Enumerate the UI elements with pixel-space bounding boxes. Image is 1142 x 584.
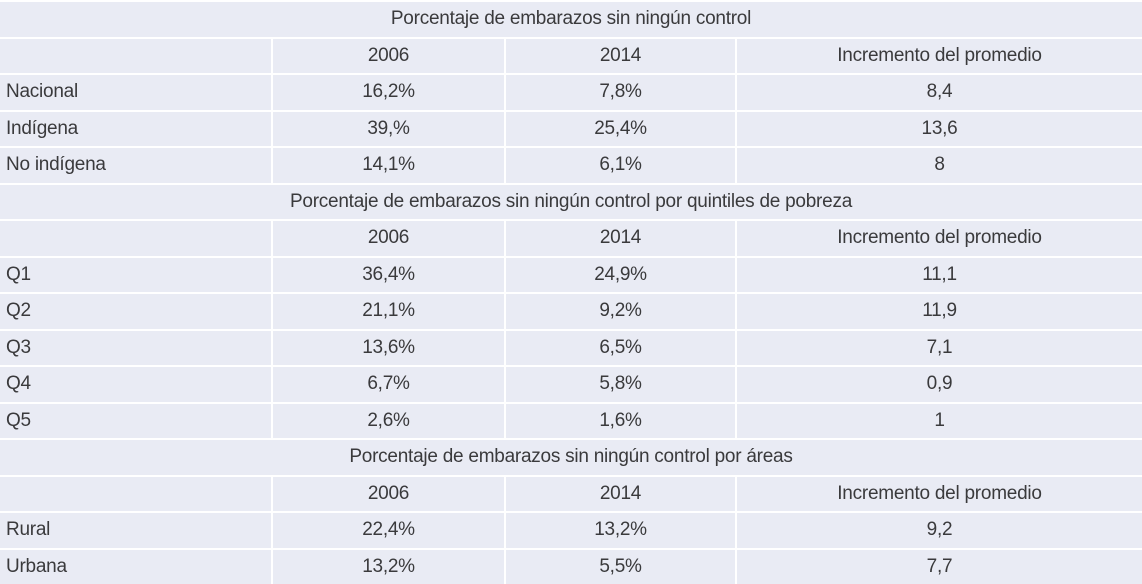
value-cell: 7,7 <box>735 547 1142 584</box>
value-cell: 7,1 <box>735 328 1142 365</box>
value-cell: 24,9% <box>504 255 735 292</box>
row-label: Urbana <box>0 547 271 584</box>
section-title-row: Porcentaje de embarazos sin ningún contr… <box>0 0 1142 37</box>
row-label: Q5 <box>0 401 271 438</box>
header-empty-cell <box>0 219 271 256</box>
value-cell: 21,1% <box>271 292 504 329</box>
row-label: Q2 <box>0 292 271 329</box>
value-cell: 14,1% <box>271 146 504 183</box>
table-row: Q4 6,7% 5,8% 0,9 <box>0 365 1142 402</box>
value-cell: 13,2% <box>271 547 504 584</box>
header-empty-cell <box>0 474 271 511</box>
column-header-row: 2006 2014 Incremento del promedio <box>0 219 1142 256</box>
section-title-row: Porcentaje de embarazos sin ningún contr… <box>0 182 1142 219</box>
header-empty-cell <box>0 36 271 73</box>
column-header: 2006 <box>271 219 504 256</box>
value-cell: 1,6% <box>504 401 735 438</box>
section-title: Porcentaje de embarazos sin ningún contr… <box>0 182 1142 219</box>
value-cell: 36,4% <box>271 255 504 292</box>
column-header: 2014 <box>504 36 735 73</box>
row-label: No indígena <box>0 146 271 183</box>
row-label: Rural <box>0 511 271 548</box>
table-row: Q3 13,6% 6,5% 7,1 <box>0 328 1142 365</box>
section-title: Porcentaje de embarazos sin ningún contr… <box>0 0 1142 37</box>
value-cell: 13,6 <box>735 109 1142 146</box>
value-cell: 16,2% <box>271 73 504 110</box>
row-label: Q3 <box>0 328 271 365</box>
table-row: No indígena 14,1% 6,1% 8 <box>0 146 1142 183</box>
column-header: 2006 <box>271 36 504 73</box>
column-header: 2014 <box>504 474 735 511</box>
column-header-row: 2006 2014 Incremento del promedio <box>0 474 1142 511</box>
row-label: Indígena <box>0 109 271 146</box>
section-title-row: Porcentaje de embarazos sin ningún contr… <box>0 438 1142 475</box>
value-cell: 7,8% <box>504 73 735 110</box>
row-label: Q1 <box>0 255 271 292</box>
value-cell: 6,7% <box>271 365 504 402</box>
column-header: 2014 <box>504 219 735 256</box>
value-cell: 8,4 <box>735 73 1142 110</box>
row-label: Q4 <box>0 365 271 402</box>
table-row: Rural 22,4% 13,2% 9,2 <box>0 511 1142 548</box>
value-cell: 11,1 <box>735 255 1142 292</box>
value-cell: 5,8% <box>504 365 735 402</box>
table-row: Urbana 13,2% 5,5% 7,7 <box>0 547 1142 584</box>
value-cell: 1 <box>735 401 1142 438</box>
value-cell: 13,6% <box>271 328 504 365</box>
value-cell: 22,4% <box>271 511 504 548</box>
column-header: Incremento del promedio <box>735 219 1142 256</box>
value-cell: 5,5% <box>504 547 735 584</box>
table-row: Indígena 39,% 25,4% 13,6 <box>0 109 1142 146</box>
value-cell: 6,5% <box>504 328 735 365</box>
table-row: Q2 21,1% 9,2% 11,9 <box>0 292 1142 329</box>
value-cell: 11,9 <box>735 292 1142 329</box>
table-row: Nacional 16,2% 7,8% 8,4 <box>0 73 1142 110</box>
column-header: Incremento del promedio <box>735 474 1142 511</box>
value-cell: 0,9 <box>735 365 1142 402</box>
value-cell: 6,1% <box>504 146 735 183</box>
value-cell: 2,6% <box>271 401 504 438</box>
table-row: Q1 36,4% 24,9% 11,1 <box>0 255 1142 292</box>
value-cell: 8 <box>735 146 1142 183</box>
column-header-row: 2006 2014 Incremento del promedio <box>0 36 1142 73</box>
table-row: Q5 2,6% 1,6% 1 <box>0 401 1142 438</box>
value-cell: 9,2% <box>504 292 735 329</box>
column-header: Incremento del promedio <box>735 36 1142 73</box>
section-title: Porcentaje de embarazos sin ningún contr… <box>0 438 1142 475</box>
value-cell: 25,4% <box>504 109 735 146</box>
value-cell: 9,2 <box>735 511 1142 548</box>
value-cell: 13,2% <box>504 511 735 548</box>
value-cell: 39,% <box>271 109 504 146</box>
column-header: 2006 <box>271 474 504 511</box>
row-label: Nacional <box>0 73 271 110</box>
